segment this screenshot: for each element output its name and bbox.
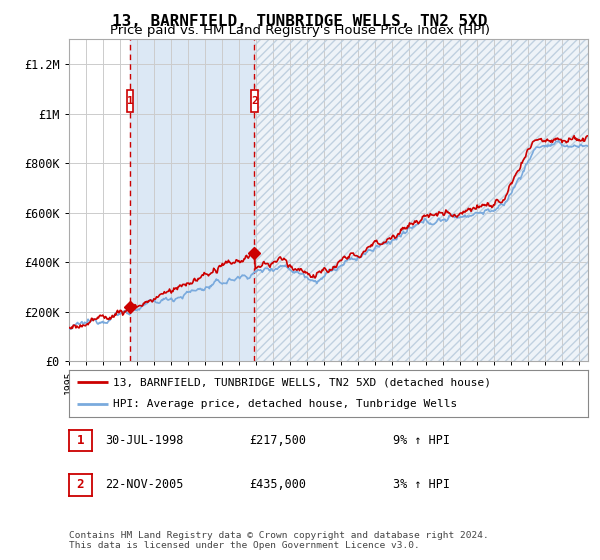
Text: 22-NOV-2005: 22-NOV-2005 (105, 478, 184, 492)
Text: 13, BARNFIELD, TUNBRIDGE WELLS, TN2 5XD: 13, BARNFIELD, TUNBRIDGE WELLS, TN2 5XD (112, 14, 488, 29)
Text: 2: 2 (251, 96, 258, 106)
Text: 30-JUL-1998: 30-JUL-1998 (105, 433, 184, 447)
Text: Price paid vs. HM Land Registry's House Price Index (HPI): Price paid vs. HM Land Registry's House … (110, 24, 490, 37)
Text: 2: 2 (77, 478, 84, 492)
FancyBboxPatch shape (127, 90, 133, 112)
Text: 1: 1 (77, 433, 84, 447)
FancyBboxPatch shape (251, 90, 258, 112)
Bar (130, 39, 254, 361)
Text: 3% ↑ HPI: 3% ↑ HPI (393, 478, 450, 492)
Text: Contains HM Land Registry data © Crown copyright and database right 2024.
This d: Contains HM Land Registry data © Crown c… (69, 530, 489, 550)
Text: £435,000: £435,000 (249, 478, 306, 492)
Text: £217,500: £217,500 (249, 433, 306, 447)
Text: 1: 1 (127, 96, 133, 106)
Text: 9% ↑ HPI: 9% ↑ HPI (393, 433, 450, 447)
Text: 13, BARNFIELD, TUNBRIDGE WELLS, TN2 5XD (detached house): 13, BARNFIELD, TUNBRIDGE WELLS, TN2 5XD … (113, 377, 491, 388)
Bar (254, 39, 588, 361)
Text: HPI: Average price, detached house, Tunbridge Wells: HPI: Average price, detached house, Tunb… (113, 399, 457, 409)
Bar (254, 39, 588, 361)
